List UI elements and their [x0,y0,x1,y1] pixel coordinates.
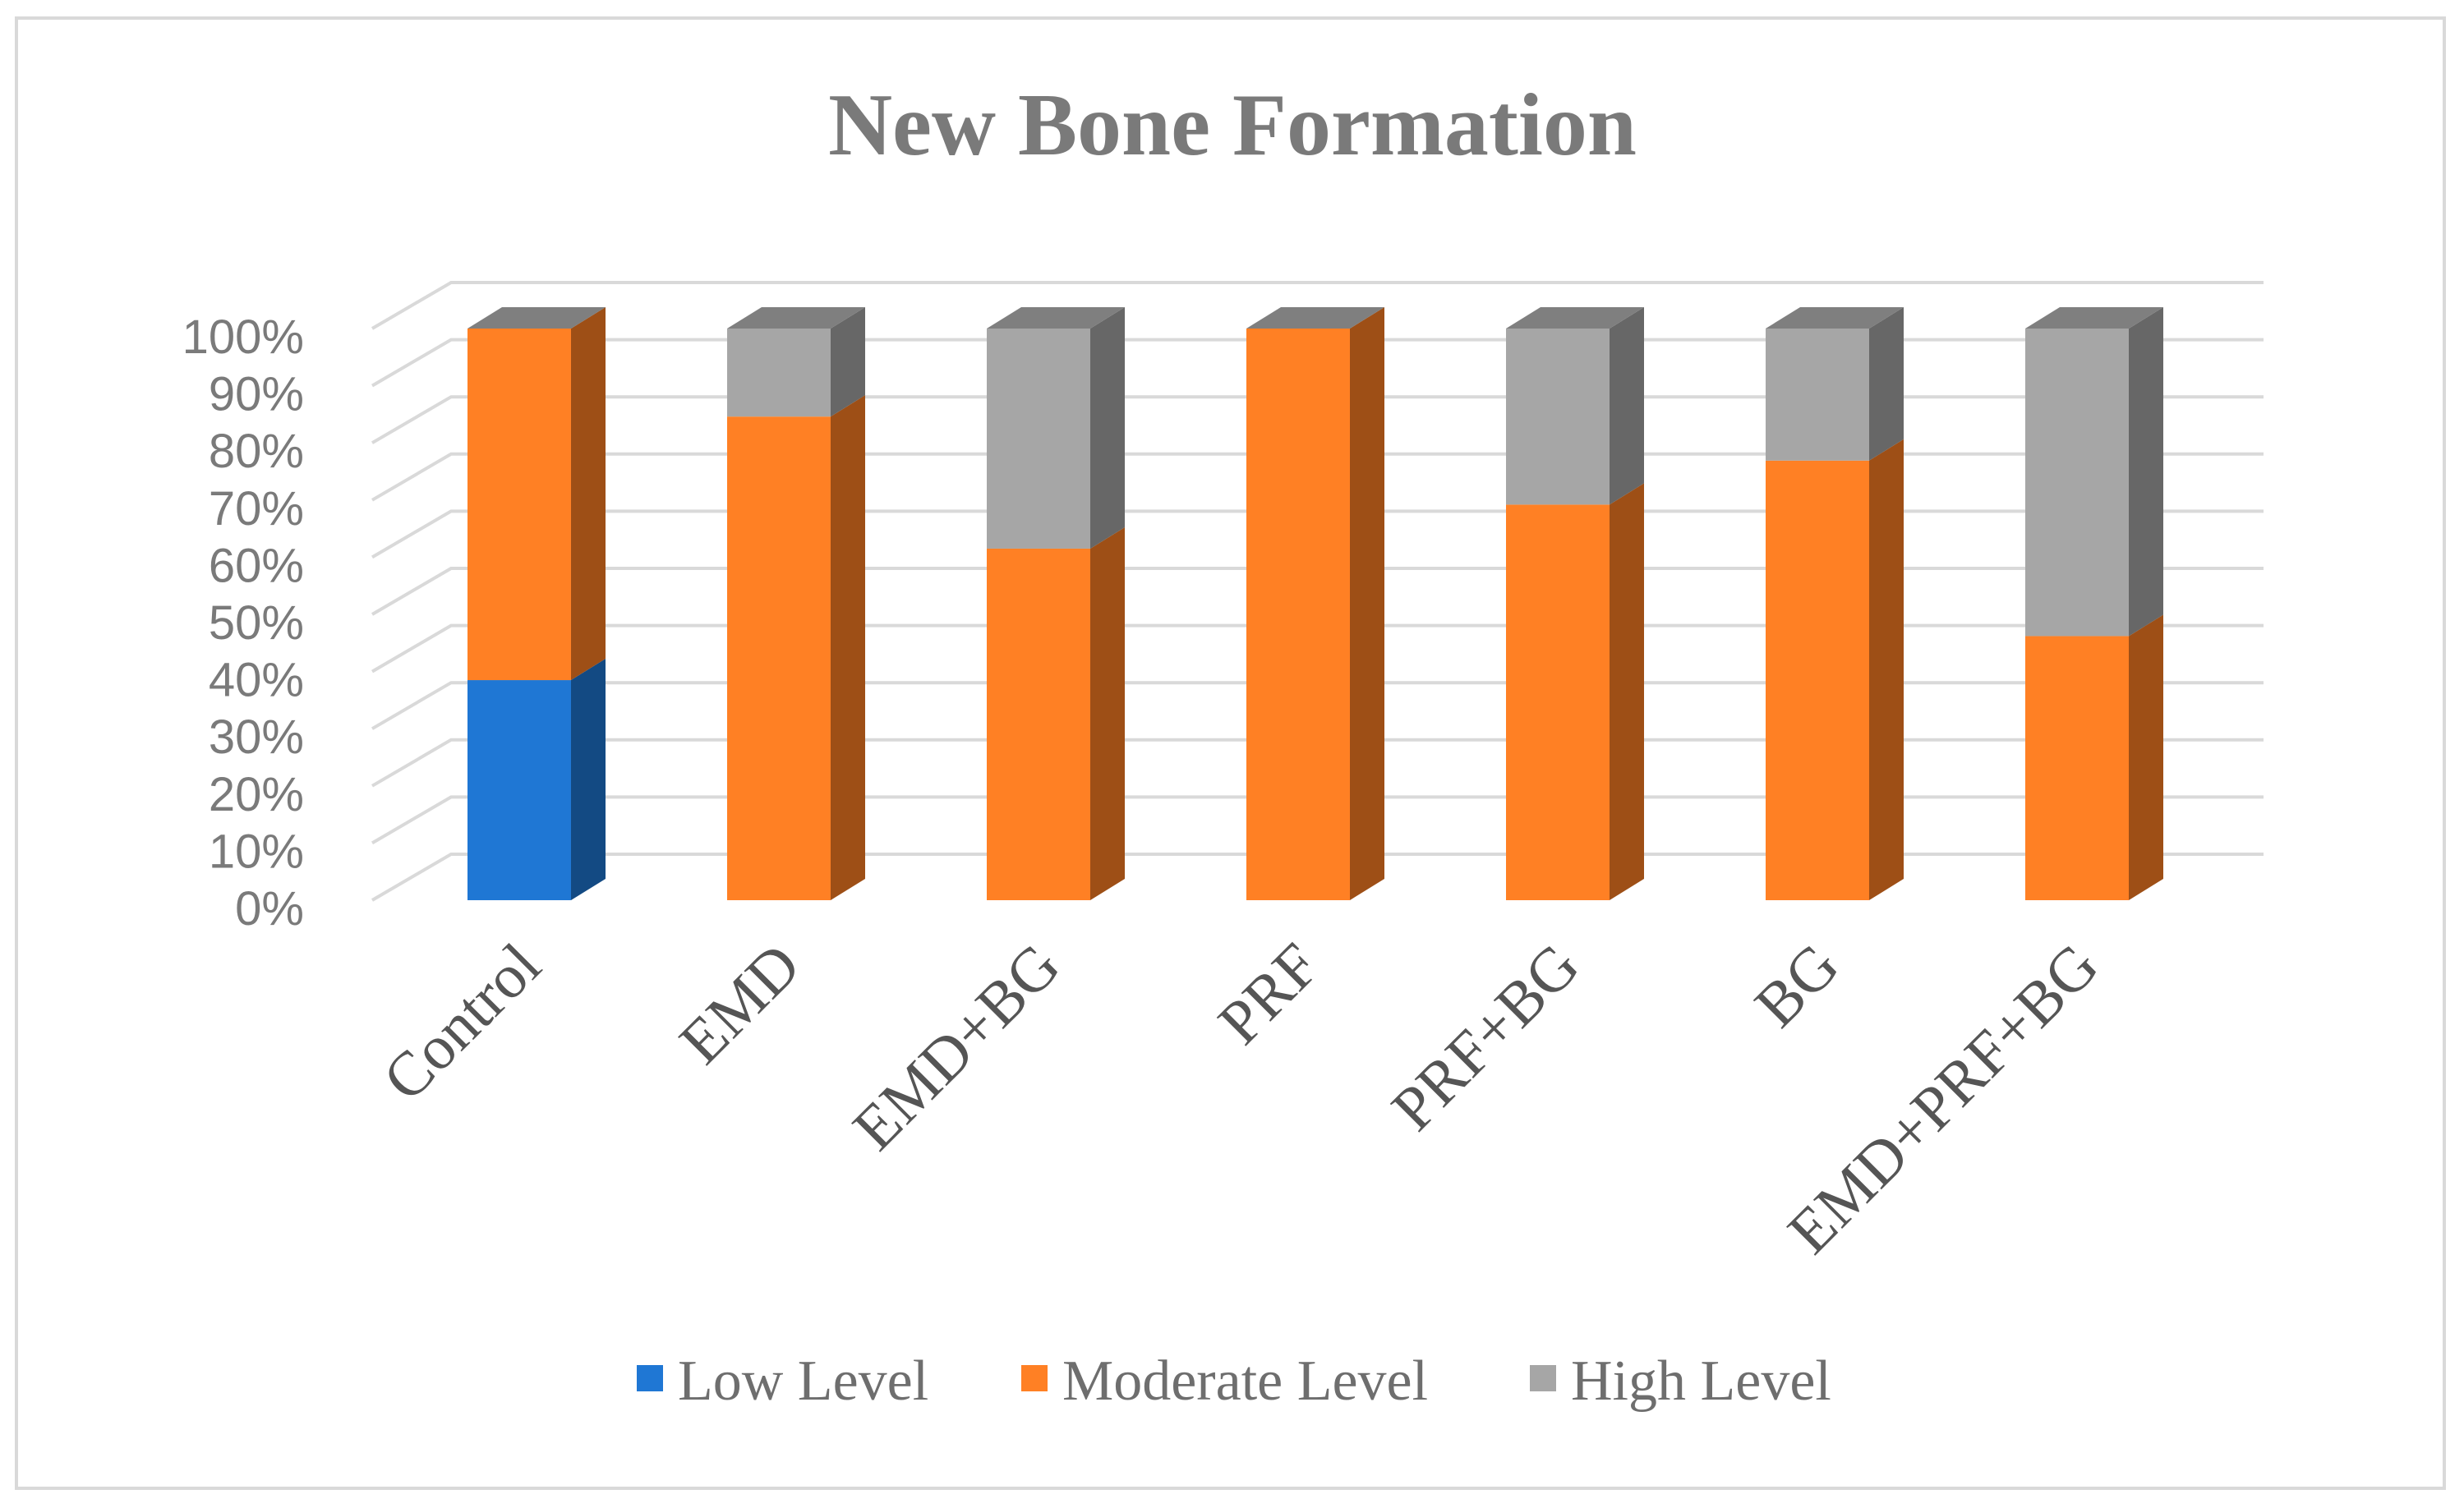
bar-side-high-level-EMD [831,307,865,417]
bar-side-moderate-level-EMD+PRF+BG [2129,614,2163,900]
bar-moderate-level-EMD+BG [987,548,1090,900]
y-tick-label: 30% [209,710,304,764]
gridline-10 [371,281,2264,330]
bar-high-level-PRF+BG [1506,329,1610,505]
bars [467,307,2163,901]
y-axis-ticks: 0%10%20%30%40%50%60%70%80%90%100% [182,310,304,936]
bar-stack-PRF+BG [1506,307,1644,900]
bar-moderate-level-EMD+PRF+BG [2025,636,2129,900]
bar-high-level-BG [1766,329,1869,461]
y-tick-label: 90% [209,368,304,421]
bar-high-level-EMD [727,329,831,417]
bar-side-moderate-level-PRF [1350,307,1384,900]
y-tick-label: 20% [209,768,304,821]
gridlines [371,281,2264,902]
gridline-3 [371,681,2264,730]
y-tick-label: 10% [209,825,304,878]
bar-side-high-level-EMD+BG [1090,307,1125,549]
bar-side-moderate-level-EMD+BG [1090,526,1125,900]
y-tick-label: 50% [209,596,304,650]
legend-swatch-high-level [1530,1365,1556,1391]
gridline-4 [371,623,2264,674]
gridline-8 [371,395,2264,444]
bar-stack-Control [467,307,606,900]
legend-swatch-low-level [637,1365,663,1391]
gridline-9 [371,338,2264,388]
bar-top-EMD [727,307,865,329]
bar-stack-EMD [727,307,865,901]
chart-title: New Bone Formation [828,76,1637,174]
bar-top-EMD+PRF+BG [2025,307,2163,329]
bar-stack-PRF [1246,307,1384,900]
bar-top-PRF [1246,307,1384,329]
x-tick-label: BG [1742,931,1852,1041]
y-tick-label: 70% [209,482,304,536]
bar-high-level-EMD+PRF+BG [2025,329,2129,637]
bar-top-PRF+BG [1506,307,1644,329]
legend-label: High Level [1571,1349,1831,1413]
x-tick-label: EMD+BG [840,931,1073,1164]
x-tick-label: Control [370,931,554,1115]
y-tick-label: 80% [209,425,304,478]
bar-side-moderate-level-PRF+BG [1610,483,1644,900]
gridline-1 [371,795,2264,845]
bar-moderate-level-PRF [1246,329,1350,900]
x-tick-label: PRF [1205,931,1333,1058]
legend: Low Level Moderate Level High Level [637,1349,1831,1413]
gridline-7 [371,452,2264,502]
gridline-6 [371,509,2264,559]
legend-label: Moderate Level [1062,1349,1428,1413]
y-tick-label: 60% [209,539,304,592]
legend-label: Low Level [678,1349,928,1413]
gridline-2 [371,738,2264,788]
x-tick-label: PRF+BG [1379,931,1592,1144]
x-tick-label: EMD [666,931,813,1078]
y-tick-label: 40% [209,654,304,707]
gridline-0 [371,853,2264,902]
legend-swatch-moderate-level [1021,1365,1048,1391]
bar-high-level-EMD+BG [987,329,1090,549]
y-tick-label: 0% [235,882,304,936]
bar-side-low-level-Control [571,659,606,900]
bar-stack-BG [1766,307,1904,900]
bar-side-moderate-level-Control [571,307,606,681]
y-tick-label: 100% [182,310,304,364]
bar-side-high-level-BG [1869,307,1904,461]
bar-side-high-level-EMD+PRF+BG [2129,307,2163,637]
gridline-5 [371,567,2264,616]
bar-top-BG [1766,307,1904,329]
bar-side-moderate-level-BG [1869,439,1904,900]
bar-moderate-level-PRF+BG [1506,504,1610,900]
bar-moderate-level-BG [1766,460,1869,900]
bar-side-high-level-PRF+BG [1610,307,1644,505]
bar-top-Control [467,307,606,329]
bar-moderate-level-Control [467,329,571,681]
bar-stack-EMD+BG [987,307,1125,900]
bar-side-moderate-level-EMD [831,395,865,901]
bar-stack-EMD+PRF+BG [2025,307,2163,900]
bar-low-level-Control [467,680,571,900]
bar-moderate-level-EMD [727,416,831,901]
bar-top-EMD+BG [987,307,1125,329]
